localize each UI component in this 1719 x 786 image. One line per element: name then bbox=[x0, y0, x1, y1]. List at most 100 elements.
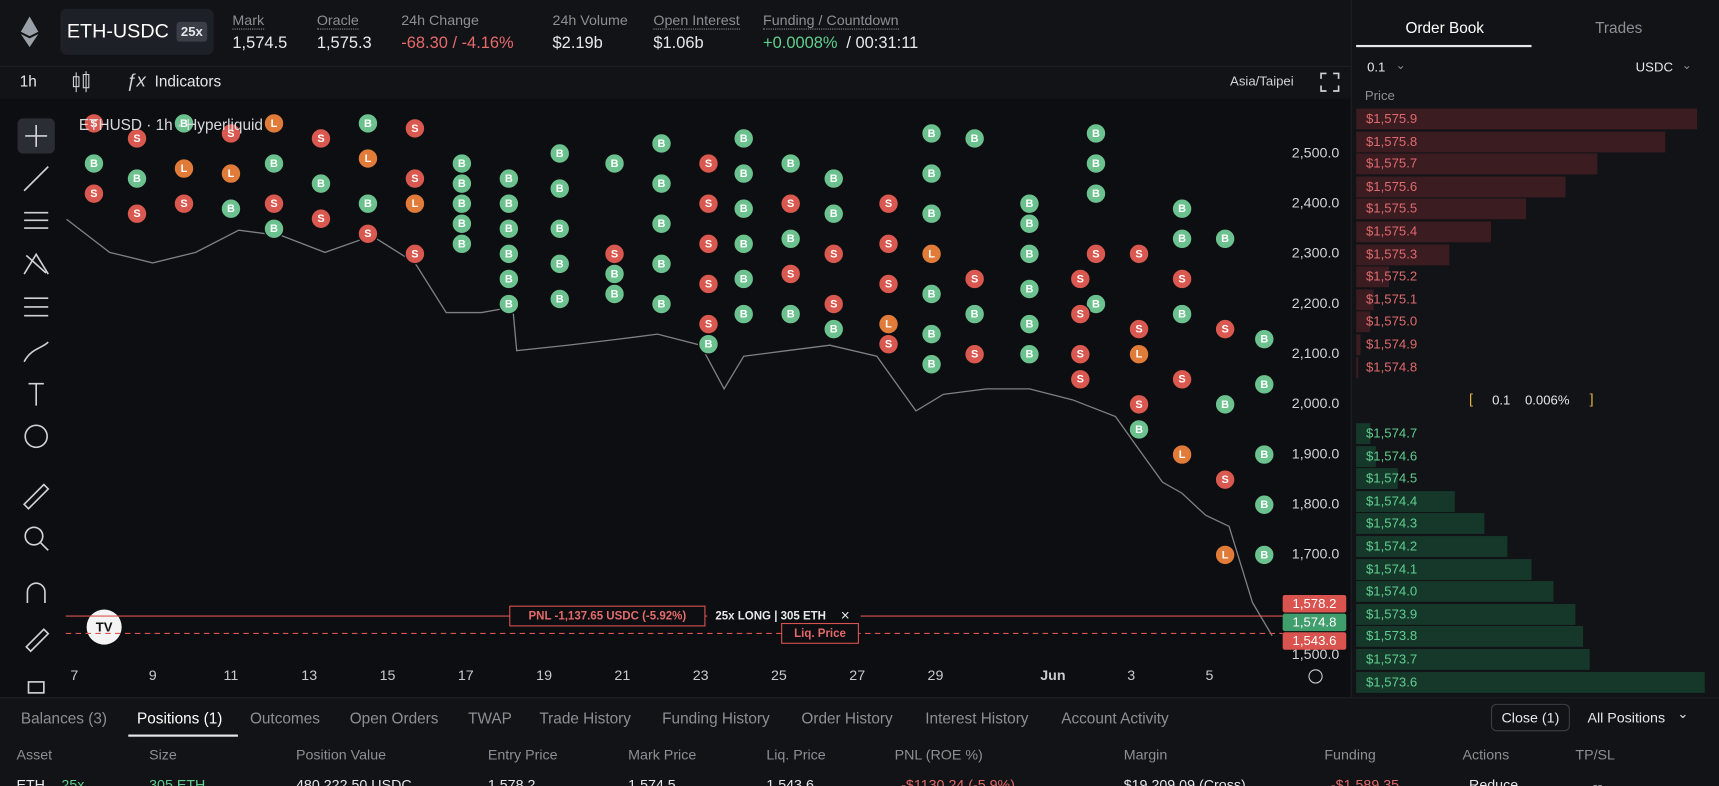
ob-unit[interactable]: USDC bbox=[1635, 59, 1673, 75]
ob-price[interactable]: $1,573.7 bbox=[1365, 651, 1418, 667]
trade-bubble bbox=[1085, 243, 1107, 265]
trade-side: B bbox=[611, 158, 619, 170]
close-all[interactable]: Close (1) bbox=[1490, 703, 1570, 732]
trade-marker: B bbox=[921, 122, 943, 144]
panel-tab[interactable]: Funding History bbox=[662, 709, 770, 727]
trade-marker: B bbox=[220, 198, 242, 220]
ob-price[interactable]: $1,575.9 bbox=[1365, 110, 1418, 127]
ob-price[interactable]: $1,574.5 bbox=[1365, 470, 1418, 486]
trade-side: B bbox=[1260, 334, 1268, 346]
trade-side: B bbox=[505, 248, 513, 260]
trade-side: B bbox=[458, 238, 466, 250]
ob-tab[interactable]: Order Book bbox=[1405, 18, 1484, 37]
trade-bubble bbox=[877, 233, 900, 255]
x-tick-label: 21 bbox=[614, 668, 630, 684]
trade-side: B bbox=[787, 158, 795, 170]
trade-marker: S bbox=[697, 153, 719, 175]
tv-logo[interactable] bbox=[86, 609, 122, 645]
trade-bubble bbox=[549, 178, 571, 200]
trade-marker: S bbox=[1069, 268, 1091, 290]
ob-price[interactable]: $1,574.2 bbox=[1365, 538, 1418, 554]
x-tick-label: 17 bbox=[458, 668, 474, 684]
trade-side: B bbox=[1025, 283, 1033, 295]
filter[interactable]: All Positions bbox=[1587, 709, 1666, 726]
timezone[interactable]: Asia/Taipei bbox=[1230, 73, 1294, 89]
panel-tab[interactable]: Interest History bbox=[925, 709, 1029, 727]
ob-price[interactable]: $1,575.7 bbox=[1365, 155, 1418, 172]
ob-price[interactable]: $1,575.2 bbox=[1365, 268, 1418, 285]
trade-side: B bbox=[928, 208, 936, 220]
chart-bg bbox=[0, 98, 1351, 698]
ob-price[interactable]: $1,575.6 bbox=[1365, 178, 1418, 194]
panel-tab[interactable]: Account Activity bbox=[1061, 709, 1169, 727]
ob-price[interactable]: $1,573.9 bbox=[1365, 606, 1418, 622]
fullscreen-icon[interactable] bbox=[1319, 71, 1341, 93]
trade-side: B bbox=[740, 273, 748, 285]
y-tick-label: 1,500.0 bbox=[1292, 647, 1340, 663]
cell[interactable]: Reduce bbox=[1469, 776, 1519, 786]
pair[interactable]: ETH-USDC bbox=[66, 19, 169, 42]
trade-side: S bbox=[705, 238, 712, 250]
trade-bubble bbox=[921, 323, 943, 345]
trade-marker: S bbox=[126, 127, 148, 149]
trade-marker: B bbox=[650, 173, 673, 195]
ob-tick[interactable]: 0.1 bbox=[1367, 59, 1386, 75]
trade-side: B bbox=[1260, 449, 1268, 461]
ob-price[interactable]: $1,575.1 bbox=[1365, 291, 1418, 307]
panel-tab[interactable]: Balances (3) bbox=[20, 709, 107, 727]
header-bar bbox=[0, 0, 1351, 66]
ob-price[interactable]: $1,575.0 bbox=[1365, 313, 1418, 330]
panel-tab[interactable]: Trade History bbox=[539, 709, 631, 727]
trade-bubble bbox=[1085, 183, 1107, 205]
panel-tab[interactable]: Outcomes bbox=[249, 709, 320, 727]
trade-side: S bbox=[830, 298, 837, 310]
ob-price[interactable]: $1,574.8 bbox=[1365, 359, 1418, 375]
position-size: 25x LONG | 305 ETH bbox=[715, 611, 826, 623]
panel-tab[interactable]: Positions (1) bbox=[137, 709, 223, 727]
trade-marker: B bbox=[451, 233, 473, 255]
ob-price[interactable]: $1,574.4 bbox=[1365, 493, 1418, 509]
ob-tick-caret: ⌄ bbox=[1395, 59, 1406, 73]
ob-tab[interactable]: Trades bbox=[1595, 18, 1643, 37]
trade-marker: L bbox=[357, 148, 379, 170]
ob-price[interactable]: $1,575.4 bbox=[1365, 223, 1418, 239]
ob-price[interactable]: $1,574.7 bbox=[1365, 425, 1418, 441]
ob-price[interactable]: $1,574.1 bbox=[1365, 560, 1418, 577]
depth-bar bbox=[1356, 468, 1399, 490]
trade-marker: B bbox=[823, 318, 845, 340]
trade-side: S bbox=[180, 198, 187, 210]
ob-price[interactable]: $1,575.5 bbox=[1365, 201, 1418, 217]
trade-marker: B bbox=[357, 112, 379, 134]
panel-tab[interactable]: Order History bbox=[801, 709, 893, 727]
ob-price[interactable]: $1,573.8 bbox=[1365, 628, 1418, 644]
panel-tab[interactable]: Open Orders bbox=[349, 709, 439, 727]
trade-bubble bbox=[1128, 418, 1150, 441]
ob-price[interactable]: $1,575.3 bbox=[1365, 246, 1418, 262]
trade-side: L bbox=[1179, 449, 1186, 461]
ob-price[interactable]: $1,574.0 bbox=[1365, 583, 1418, 599]
trade-side: B bbox=[1025, 248, 1033, 260]
ob-price[interactable]: $1,574.3 bbox=[1365, 515, 1418, 532]
trade-bubble bbox=[733, 303, 755, 325]
indicators[interactable]: Indicators bbox=[154, 72, 222, 90]
trade-side: S bbox=[1077, 349, 1084, 361]
interval[interactable]: 1h bbox=[19, 72, 37, 90]
tv-logo-text: TV bbox=[96, 620, 113, 635]
trade-marker: B bbox=[1085, 183, 1107, 205]
candle-icon[interactable] bbox=[70, 70, 92, 94]
close-position[interactable]: × bbox=[841, 608, 850, 625]
ob-price[interactable]: $1,574.9 bbox=[1365, 336, 1418, 352]
fx-icon[interactable]: ƒx bbox=[126, 70, 146, 91]
trade-side: S bbox=[227, 128, 234, 140]
panel-tab[interactable]: TWAP bbox=[468, 709, 512, 727]
trade-side: B bbox=[658, 298, 666, 310]
ob-price[interactable]: $1,574.6 bbox=[1365, 447, 1418, 464]
settings-icon[interactable] bbox=[1308, 669, 1323, 684]
trade-marker: B bbox=[1253, 328, 1275, 350]
y-tick-label: 1,800.0 bbox=[1292, 497, 1340, 513]
trade-side: B bbox=[971, 133, 979, 145]
trade-side: S bbox=[787, 268, 794, 280]
trade-side: S bbox=[411, 248, 418, 260]
ob-price[interactable]: $1,575.8 bbox=[1365, 133, 1418, 149]
ob-price[interactable]: $1,573.6 bbox=[1365, 673, 1418, 690]
